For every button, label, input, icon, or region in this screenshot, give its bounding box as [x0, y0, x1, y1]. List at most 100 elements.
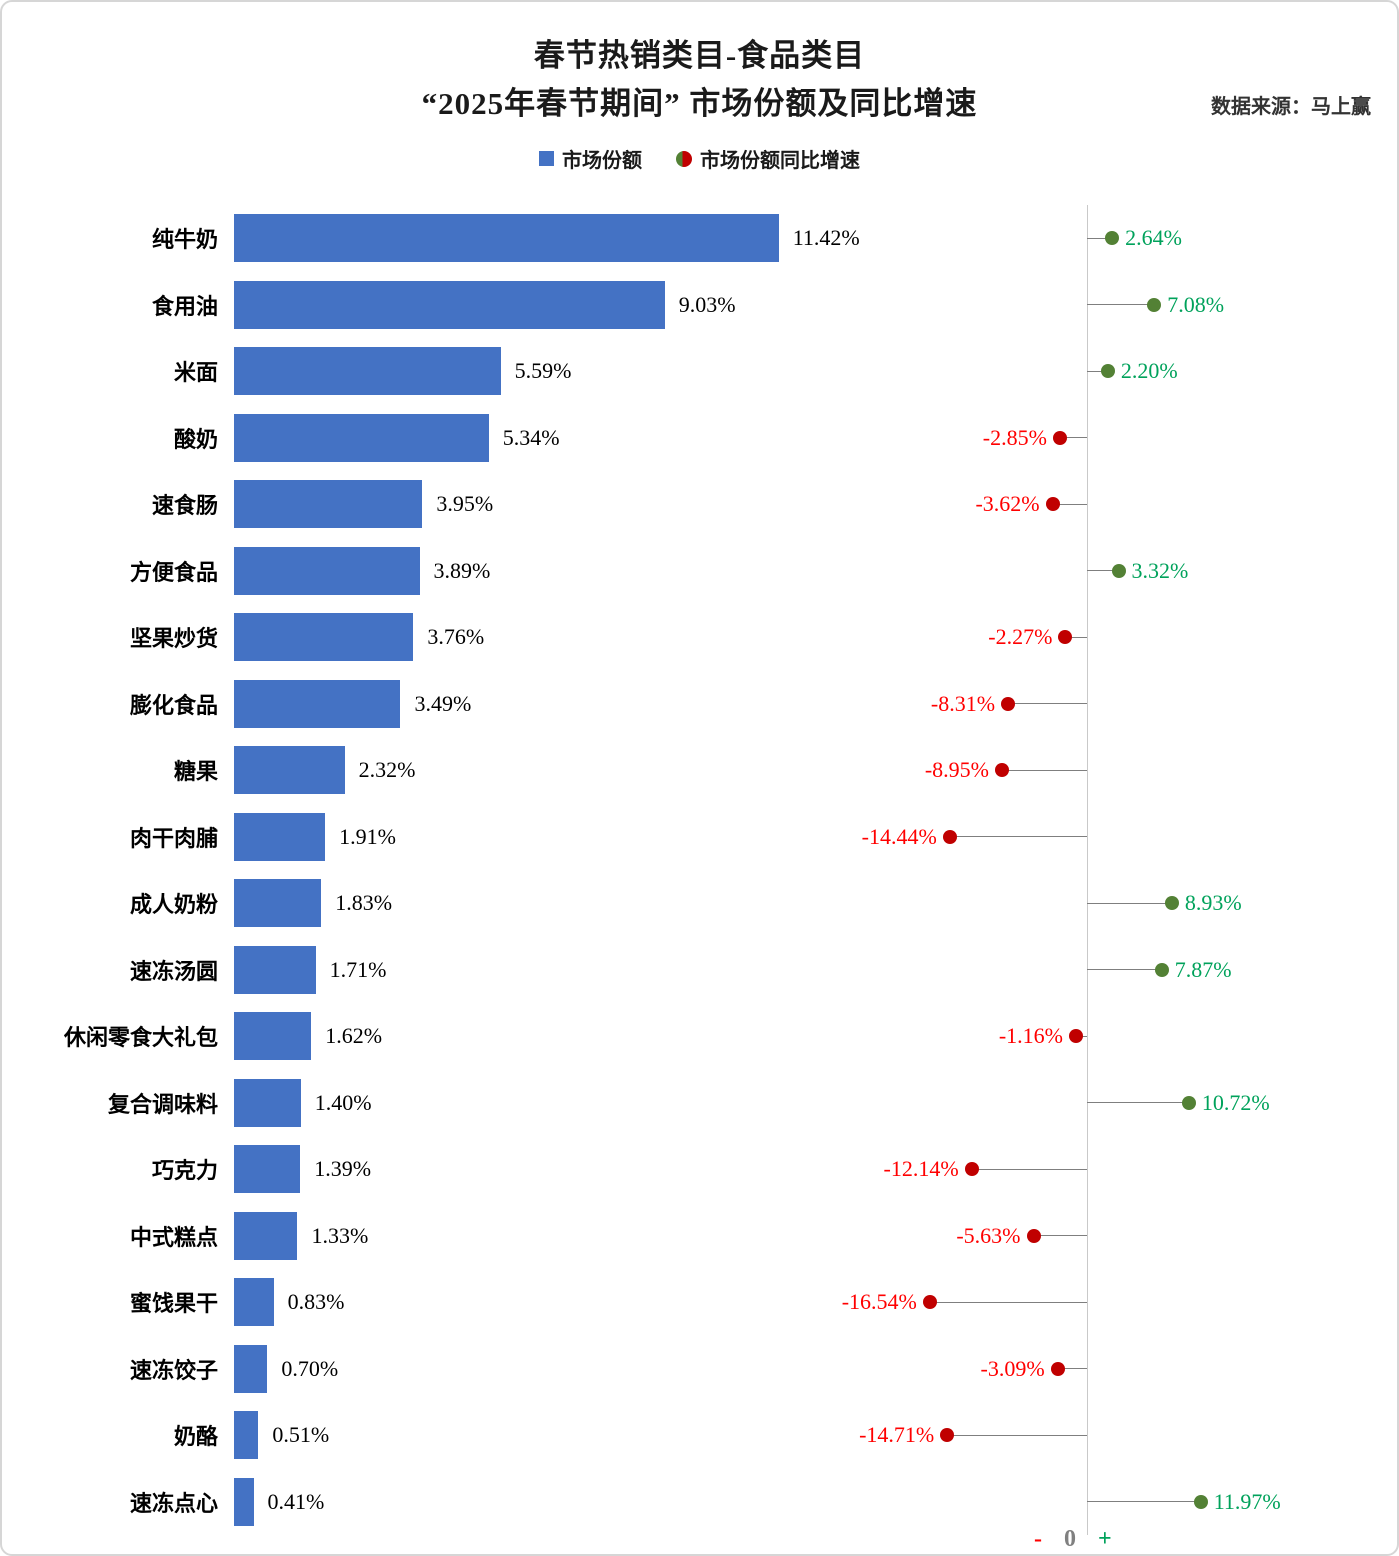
chart-row: 速食肠 3.95% -3.62% [2, 471, 1397, 538]
category-label: 巧克力 [151, 1158, 218, 1184]
market-share-value: 1.62% [325, 1023, 383, 1049]
category-label: 米面 [173, 360, 218, 386]
market-share-bar [234, 1278, 274, 1327]
market-share-value: 11.42% [792, 225, 860, 251]
growth-value: 2.64% [1125, 225, 1182, 251]
growth-value: -5.63% [956, 1222, 1021, 1248]
chart-area: 纯牛奶 11.42% 2.64% 食用油 9.03% 7.08% 米面 5.59… [2, 205, 1397, 1536]
chart-row: 肉干肉脯 1.91% -14.44% [2, 804, 1397, 871]
growth-dot [1050, 1361, 1065, 1376]
growth-value: 7.87% [1174, 956, 1232, 982]
market-share-value: 1.83% [335, 890, 393, 916]
chart-row: 食用油 9.03% 7.08% [2, 272, 1397, 339]
chart-row: 纯牛奶 11.42% 2.64% [2, 205, 1397, 272]
category-label: 速食肠 [151, 493, 218, 519]
growth-dot [1105, 231, 1120, 246]
axis-zero-label: 0 [1064, 1526, 1076, 1552]
growth-stem [1087, 1501, 1201, 1503]
growth-value: -16.54% [841, 1289, 917, 1315]
category-label: 肉干肉脯 [129, 825, 218, 851]
market-share-value: 2.32% [358, 757, 416, 783]
growth-stem [971, 1168, 1087, 1170]
market-share-value: 0.83% [287, 1289, 345, 1315]
growth-value: -3.09% [980, 1355, 1045, 1381]
category-label: 坚果炒货 [129, 626, 218, 652]
growth-stem [1033, 1235, 1087, 1237]
growth-value: -14.44% [861, 823, 937, 849]
growth-dot [964, 1162, 979, 1177]
growth-stem [1087, 570, 1119, 572]
growth-value: 7.08% [1167, 291, 1225, 317]
growth-stem [1087, 237, 1113, 239]
market-share-value: 1.40% [314, 1089, 372, 1115]
market-share-value: 1.33% [311, 1222, 369, 1248]
market-share-bar [234, 1477, 254, 1526]
category-label: 速冻饺子 [129, 1357, 218, 1383]
growth-stem [949, 836, 1087, 838]
growth-dot [994, 763, 1009, 778]
growth-value: -2.85% [982, 424, 1047, 450]
category-label: 酸奶 [173, 426, 218, 452]
market-share-bar [234, 945, 316, 994]
growth-dot [1147, 297, 1162, 312]
growth-value: -8.95% [924, 757, 989, 783]
legend-growth-label: 市场份额同比增速 [700, 150, 860, 172]
market-share-value: 0.51% [272, 1422, 330, 1448]
growth-dot [1026, 1228, 1041, 1243]
category-label: 中式糕点 [129, 1224, 218, 1250]
market-share-value: 5.59% [514, 358, 572, 384]
growth-value: -12.14% [883, 1156, 959, 1182]
chart-row: 速冻点心 0.41% 11.97% [2, 1469, 1397, 1536]
category-label: 纯牛奶 [151, 227, 218, 253]
market-share-bar [234, 746, 345, 795]
market-share-value: 3.49% [414, 690, 472, 716]
growth-value: 11.97% [1213, 1488, 1281, 1514]
market-share-bar [234, 1211, 298, 1260]
growth-stem [929, 1301, 1087, 1303]
growth-stem [1065, 636, 1087, 638]
chart-row: 米面 5.59% 2.20% [2, 338, 1397, 405]
chart-row: 坚果炒货 3.76% -2.27% [2, 604, 1397, 671]
growth-dot [1154, 962, 1169, 977]
chart-row: 酸奶 5.34% -2.85% [2, 405, 1397, 472]
market-share-bar [234, 280, 665, 329]
market-share-bar [234, 214, 779, 263]
market-share-bar [234, 413, 489, 462]
chart-row: 成人奶粉 1.83% 8.93% [2, 870, 1397, 937]
growth-stem [1001, 769, 1087, 771]
category-label: 食用油 [151, 293, 218, 319]
growth-axis-markers: - 0 + [1034, 1526, 1112, 1553]
market-share-value: 1.71% [329, 956, 387, 982]
market-share-bar [234, 613, 414, 662]
growth-dot [1181, 1095, 1196, 1110]
legend-item-growth: 市场份额同比增速 [676, 144, 860, 173]
category-label: 蜜饯果干 [129, 1291, 218, 1317]
market-share-bar [234, 1145, 301, 1194]
market-share-bar [234, 679, 401, 728]
market-share-bar [234, 812, 326, 861]
axis-minus-label: - [1034, 1526, 1042, 1552]
growth-value: 8.93% [1184, 890, 1242, 916]
category-label: 方便食品 [129, 559, 218, 585]
market-share-bar [234, 1344, 268, 1393]
market-share-bar [234, 546, 420, 595]
legend-item-share: 市场份额 [539, 144, 642, 173]
growth-dot [1001, 696, 1016, 711]
growth-stem [1087, 370, 1108, 372]
category-label: 糖果 [173, 759, 218, 785]
market-share-bar [234, 1012, 312, 1061]
growth-value: -3.62% [975, 491, 1040, 517]
growth-dot [1164, 896, 1179, 911]
chart-subtitle: “2025年春节期间” 市场份额及同比增速 [421, 86, 978, 121]
category-label: 奶酪 [173, 1424, 218, 1450]
growth-dot-icon [676, 150, 692, 167]
market-share-value: 1.91% [339, 823, 396, 849]
data-source: 数据来源：马上赢 [1211, 96, 1371, 118]
growth-dot [1100, 364, 1115, 379]
growth-dot [1068, 1029, 1083, 1044]
growth-value: 3.32% [1131, 557, 1189, 583]
share-swatch-icon [539, 151, 554, 166]
category-label: 膨化食品 [129, 692, 218, 718]
market-share-value: 0.41% [267, 1488, 325, 1514]
axis-plus-label: + [1098, 1526, 1112, 1552]
